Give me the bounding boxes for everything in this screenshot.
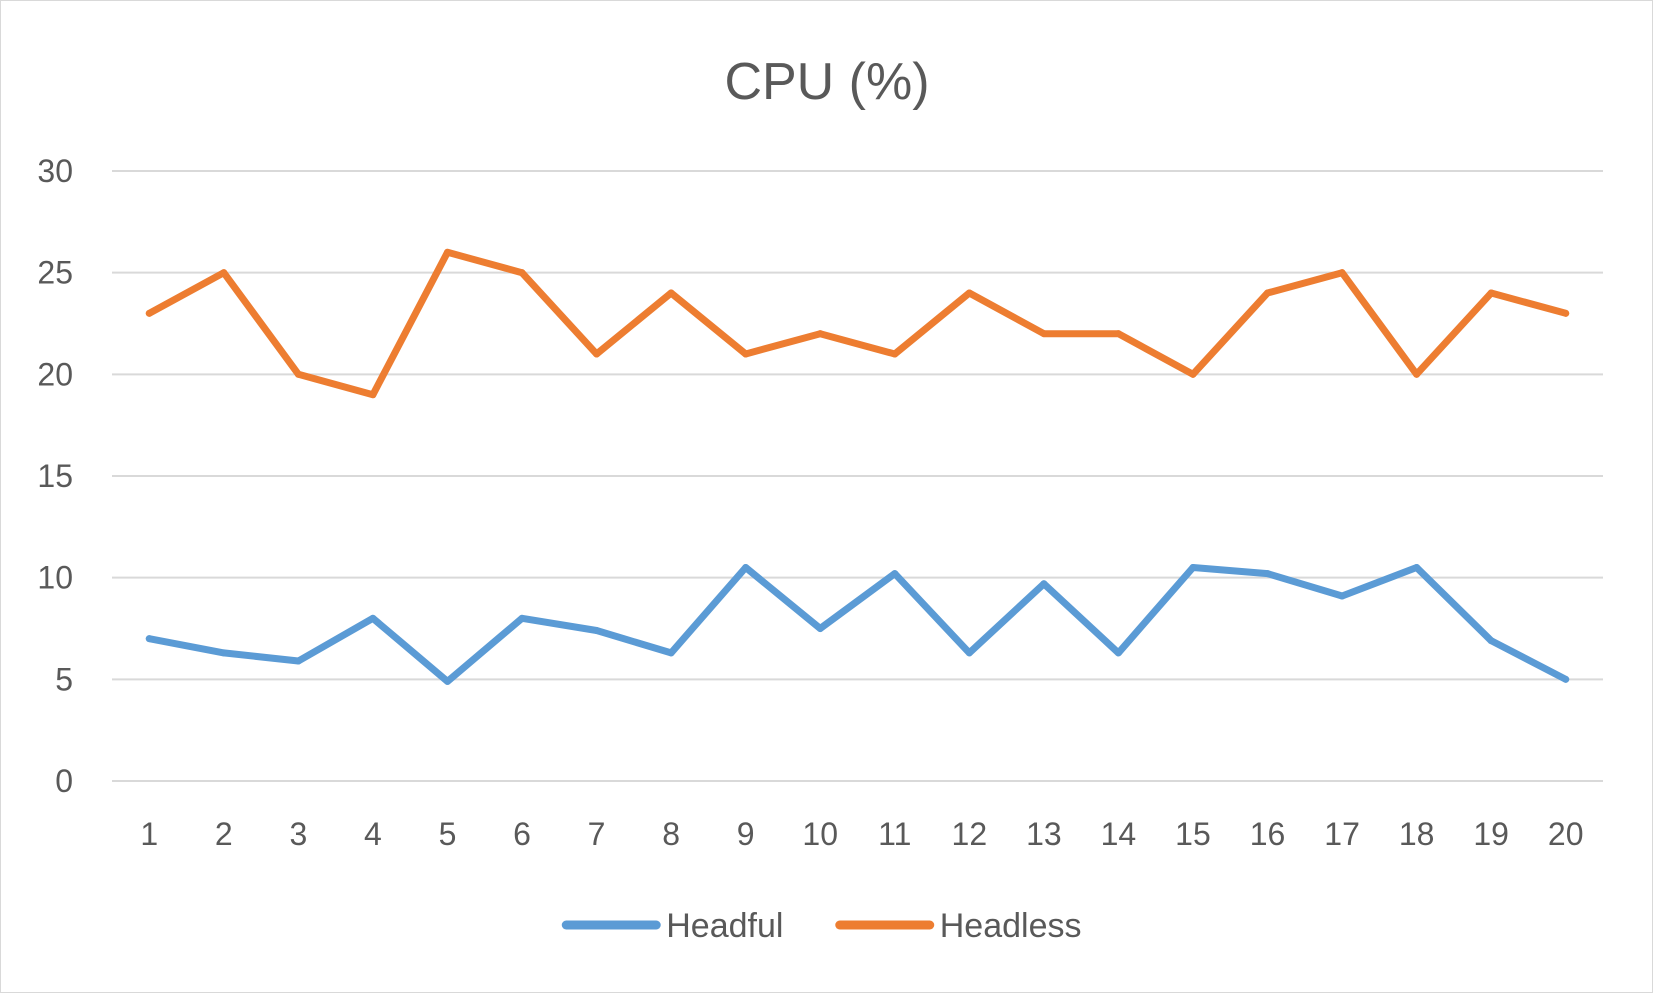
y-tick-label: 30 [37, 153, 73, 189]
x-tick-label: 1 [140, 816, 158, 852]
data-point-headless [1189, 370, 1197, 378]
data-point-headful [667, 649, 675, 657]
gridlines [112, 170, 1603, 782]
legend-label-headless: Headless [940, 907, 1082, 945]
x-tick-label: 15 [1175, 816, 1211, 852]
x-tick-label: 10 [802, 816, 838, 852]
x-tick-label: 12 [952, 816, 988, 852]
x-tick-label: 20 [1548, 816, 1584, 852]
data-point-headful [742, 564, 750, 571]
y-tick-label: 15 [37, 458, 73, 494]
data-point-headless [1264, 289, 1272, 297]
x-tick-label: 11 [878, 816, 911, 852]
series-line-headless [145, 248, 1570, 399]
data-point-headless [1562, 309, 1570, 317]
x-tick-label: 6 [513, 816, 531, 852]
x-tick-label: 16 [1250, 816, 1286, 852]
data-point-headless [891, 350, 899, 358]
data-point-headful [220, 649, 228, 657]
legend: Headful Headless [561, 907, 1082, 945]
data-point-headful [965, 649, 973, 657]
y-axis-ticks: 0 5 10 15 20 25 30 [37, 153, 73, 799]
y-tick-label: 10 [37, 560, 73, 596]
x-tick-label: 13 [1026, 816, 1062, 852]
data-point-headless [369, 391, 377, 399]
x-tick-label: 14 [1101, 816, 1137, 852]
data-point-headless [593, 350, 601, 358]
data-point-headless [816, 330, 824, 338]
data-point-headless [294, 370, 302, 378]
x-tick-label: 5 [439, 816, 457, 852]
data-point-headful [1562, 675, 1570, 683]
chart-title: CPU (%) [724, 53, 929, 111]
x-tick-label: 4 [364, 816, 382, 852]
data-point-headless [1487, 289, 1495, 297]
data-point-headful [816, 625, 824, 632]
data-point-headful [1487, 637, 1495, 645]
data-point-headful [891, 570, 899, 578]
data-point-headless [443, 248, 451, 256]
data-point-headless [220, 269, 228, 277]
data-point-headless [965, 289, 973, 297]
x-tick-label: 19 [1473, 816, 1509, 852]
data-point-headful [518, 614, 526, 622]
data-point-headless [1114, 330, 1122, 338]
data-point-headless [1413, 370, 1421, 378]
y-tick-label: 20 [37, 356, 73, 392]
data-point-headful [369, 614, 377, 622]
y-tick-label: 25 [37, 255, 73, 291]
series-lines [145, 248, 1570, 685]
x-tick-label: 9 [737, 816, 755, 852]
x-tick-label: 7 [588, 816, 606, 852]
x-tick-label: 2 [215, 816, 233, 852]
data-point-headful [1413, 564, 1421, 571]
data-point-headful [1114, 649, 1122, 657]
data-point-headless [1040, 330, 1048, 338]
data-point-headless [1338, 269, 1346, 277]
data-point-headful [1189, 564, 1197, 571]
data-point-headful [593, 627, 601, 635]
legend-label-headful: Headful [666, 907, 783, 945]
data-point-headful [1040, 580, 1048, 588]
x-tick-label: 17 [1324, 816, 1360, 852]
data-point-headful [1264, 570, 1272, 578]
series-line-headful [145, 564, 1570, 685]
data-point-headless [667, 289, 675, 297]
x-tick-label: 18 [1399, 816, 1435, 852]
data-point-headful [443, 677, 451, 685]
data-point-headful [145, 635, 153, 643]
data-point-headful [294, 657, 302, 665]
y-tick-label: 0 [55, 763, 73, 799]
data-point-headless [742, 350, 750, 358]
x-tick-label: 8 [662, 816, 680, 852]
x-tick-label: 3 [289, 816, 307, 852]
y-tick-label: 5 [55, 661, 73, 697]
x-axis-ticks: 1 2 3 4 5 6 7 8 9 10 11 12 13 14 15 16 17 18 19 20 [140, 816, 1583, 852]
data-point-headless [518, 269, 526, 277]
data-point-headful [1338, 592, 1346, 600]
data-point-headless [145, 309, 153, 317]
